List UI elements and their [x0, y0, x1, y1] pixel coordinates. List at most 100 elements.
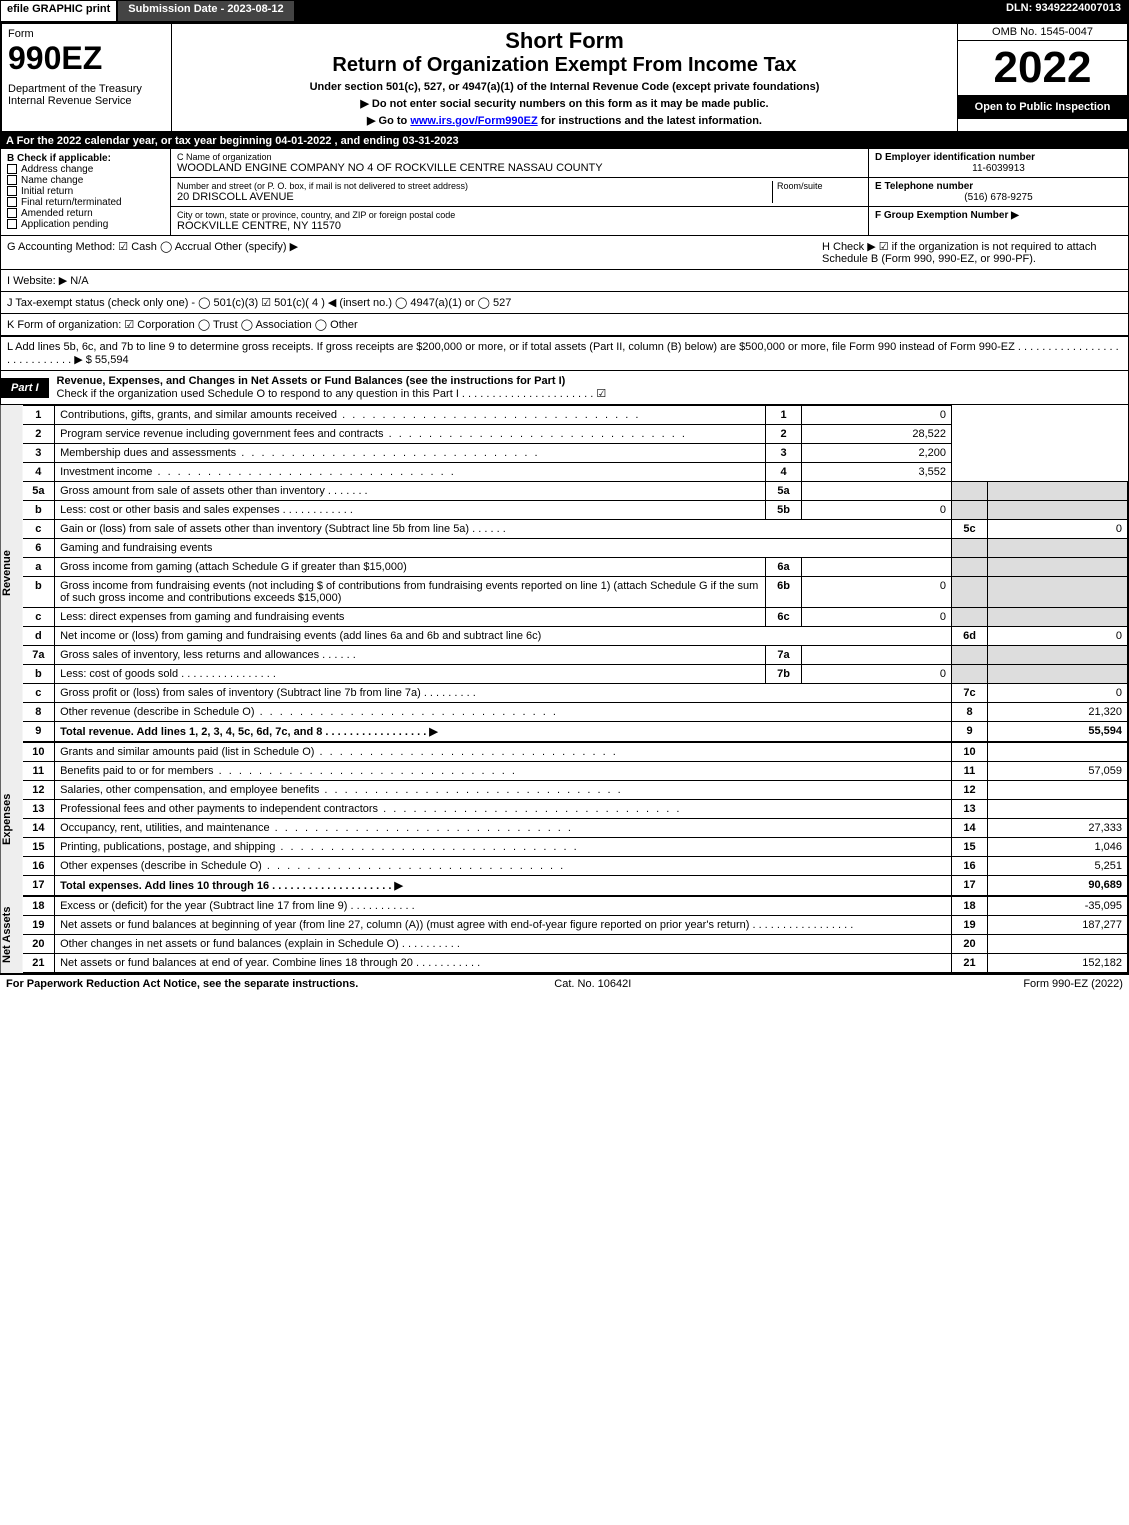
- line-amount: 57,059: [988, 762, 1128, 781]
- line-desc: Program service revenue including govern…: [55, 425, 766, 444]
- line-no: 6: [23, 539, 55, 558]
- org-city-cell: City or town, state or province, country…: [171, 207, 868, 235]
- line-amount: 5,251: [988, 857, 1128, 876]
- line-no: 18: [23, 897, 55, 916]
- grey-cell: [952, 539, 988, 558]
- ein-cell: D Employer identification number 11-6039…: [869, 149, 1128, 178]
- ein-value: 11-6039913: [875, 163, 1122, 174]
- line-desc-wrap: Gross sales of inventory, less returns a…: [55, 646, 766, 665]
- mid-ref: 6b: [766, 577, 802, 608]
- line-amount: 2,200: [802, 444, 952, 463]
- grey-cell: [952, 501, 988, 520]
- mid-val: 0: [802, 577, 952, 608]
- row-a-tax-year: A For the 2022 calendar year, or tax yea…: [0, 133, 1129, 149]
- line-desc: Grants and similar amounts paid (list in…: [55, 743, 952, 762]
- i-website: I Website: ▶ N/A: [0, 270, 1129, 292]
- cb-final-return[interactable]: Final return/terminated: [7, 197, 164, 208]
- k-form-org: K Form of organization: ☑ Corporation ◯ …: [0, 314, 1129, 337]
- line-desc: Excess or (deficit) for the year (Subtra…: [60, 900, 347, 912]
- mid-val: [802, 482, 952, 501]
- line-amount: [988, 743, 1128, 762]
- line-no: 10: [23, 743, 55, 762]
- page-footer: For Paperwork Reduction Act Notice, see …: [0, 974, 1129, 993]
- omb-number: OMB No. 1545-0047: [958, 24, 1127, 41]
- d-ein-label: D Employer identification number: [875, 152, 1122, 163]
- line-amount: 27,333: [988, 819, 1128, 838]
- section-b-checkboxes: B Check if applicable: Address change Na…: [1, 149, 171, 235]
- cb-application-pending[interactable]: Application pending: [7, 219, 164, 230]
- cb-address-change[interactable]: Address change: [7, 164, 164, 175]
- line-desc-wrap: Excess or (deficit) for the year (Subtra…: [55, 897, 952, 916]
- cb-name-change[interactable]: Name change: [7, 175, 164, 186]
- irs-label: Internal Revenue Service: [8, 95, 165, 107]
- expenses-section: Expenses 10Grants and similar amounts pa…: [0, 742, 1129, 896]
- line-desc: Printing, publications, postage, and shi…: [55, 838, 952, 857]
- org-street: 20 DRISCOLL AVENUE: [177, 191, 772, 203]
- city-label: City or town, state or province, country…: [177, 210, 862, 220]
- line-ref: 21: [952, 954, 988, 973]
- grey-cell: [952, 665, 988, 684]
- line-ref: 10: [952, 743, 988, 762]
- line-ref: 4: [766, 463, 802, 482]
- footer-form-ref: Form 990-EZ (2022): [1023, 978, 1123, 990]
- efile-print-button[interactable]: efile GRAPHIC print: [0, 0, 117, 22]
- line-amount: 3,552: [802, 463, 952, 482]
- grey-cell: [988, 577, 1128, 608]
- mid-val: 0: [802, 501, 952, 520]
- netassets-table: 18 Excess or (deficit) for the year (Subt…: [23, 896, 1128, 973]
- line-desc: Net income or (loss) from gaming and fun…: [55, 627, 952, 646]
- j-tax-exempt: J Tax-exempt status (check only one) - ◯…: [0, 292, 1129, 314]
- dept-treasury: Department of the Treasury: [8, 83, 165, 95]
- line-desc: Occupancy, rent, utilities, and maintena…: [55, 819, 952, 838]
- room-suite-label: Room/suite: [772, 181, 862, 203]
- line-desc: Gaming and fundraising events: [55, 539, 952, 558]
- line-ref: 16: [952, 857, 988, 876]
- top-bar: efile GRAPHIC print Submission Date - 20…: [0, 0, 1129, 22]
- grey-cell: [952, 482, 988, 501]
- mid-ref: 7b: [766, 665, 802, 684]
- line-no: b: [23, 501, 55, 520]
- line-no: c: [23, 608, 55, 627]
- line-no: 19: [23, 916, 55, 935]
- line-desc: Investment income: [55, 463, 766, 482]
- form-number: 990EZ: [8, 40, 165, 77]
- line-desc: Net assets or fund balances at beginning…: [60, 919, 749, 931]
- line-amount: 187,277: [988, 916, 1128, 935]
- line-no: 1: [23, 406, 55, 425]
- line-ref: 2: [766, 425, 802, 444]
- line-amount: [988, 935, 1128, 954]
- cb-initial-return[interactable]: Initial return: [7, 186, 164, 197]
- line-no: 15: [23, 838, 55, 857]
- line-desc: Membership dues and assessments: [55, 444, 766, 463]
- line-desc: Total expenses. Add lines 10 through 16 …: [55, 876, 952, 896]
- cb-label: Amended return: [21, 208, 93, 219]
- line-desc: Other expenses (describe in Schedule O): [55, 857, 952, 876]
- line-desc: Other changes in net assets or fund bala…: [60, 938, 399, 950]
- line-desc: Less: direct expenses from gaming and fu…: [55, 608, 766, 627]
- grey-cell: [988, 501, 1128, 520]
- sub3-post: for instructions and the latest informat…: [538, 115, 762, 127]
- c-name-label: C Name of organization: [177, 152, 862, 162]
- line-ref: 13: [952, 800, 988, 819]
- org-address-cell: Number and street (or P. O. box, if mail…: [171, 178, 868, 207]
- b-label: B Check if applicable:: [7, 153, 164, 164]
- line-ref: 20: [952, 935, 988, 954]
- line-no: 20: [23, 935, 55, 954]
- line-ref: 17: [952, 876, 988, 896]
- part-1-check: Check if the organization used Schedule …: [57, 388, 607, 400]
- line-no: 7a: [23, 646, 55, 665]
- line-desc: Gross amount from sale of assets other t…: [60, 485, 325, 497]
- mid-ref: 7a: [766, 646, 802, 665]
- revenue-table: 1Contributions, gifts, grants, and simil…: [23, 405, 1128, 742]
- footer-left: For Paperwork Reduction Act Notice, see …: [6, 978, 358, 990]
- expenses-sidelabel: Expenses: [1, 742, 23, 896]
- org-city: ROCKVILLE CENTRE, NY 11570: [177, 220, 862, 232]
- line-amount: 90,689: [988, 876, 1128, 896]
- line-ref: 11: [952, 762, 988, 781]
- cb-label: Name change: [21, 175, 83, 186]
- mid-val: [802, 646, 952, 665]
- cb-amended-return[interactable]: Amended return: [7, 208, 164, 219]
- line-desc: Total revenue. Add lines 1, 2, 3, 4, 5c,…: [55, 722, 952, 742]
- instructions-link[interactable]: www.irs.gov/Form990EZ: [410, 115, 537, 127]
- line-amount: 21,320: [988, 703, 1128, 722]
